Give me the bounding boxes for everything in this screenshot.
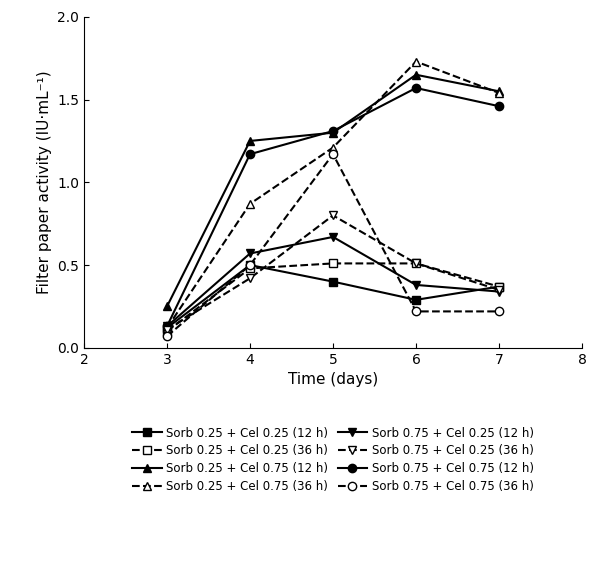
Legend: Sorb 0.25 + Cel 0.25 (12 h), Sorb 0.25 + Cel 0.25 (36 h), Sorb 0.25 + Cel 0.75 (: Sorb 0.25 + Cel 0.25 (12 h), Sorb 0.25 +… — [132, 426, 534, 493]
Y-axis label: Filter paper activity (IU·mL⁻¹): Filter paper activity (IU·mL⁻¹) — [37, 71, 52, 294]
X-axis label: Time (days): Time (days) — [288, 373, 378, 387]
